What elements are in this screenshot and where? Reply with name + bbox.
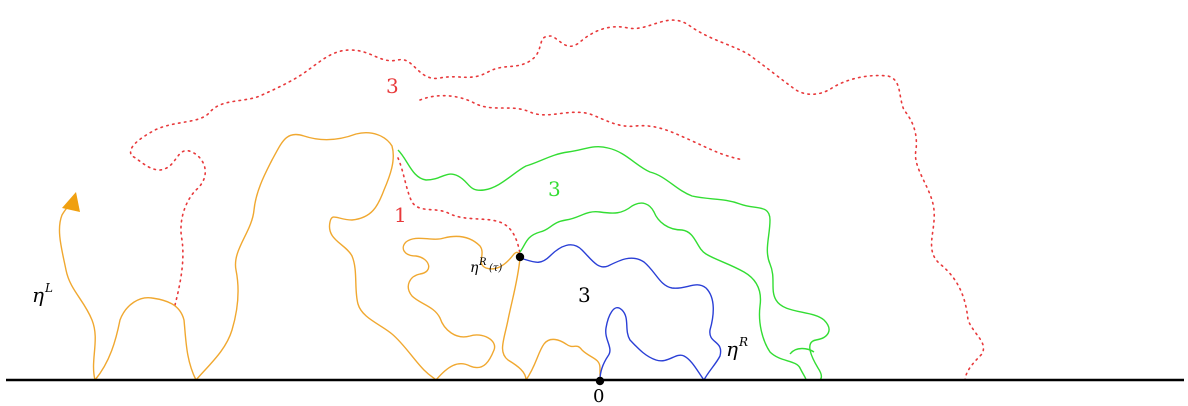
orange-curve-hill-2 [195, 132, 437, 381]
red-region-label-top: 3 [386, 74, 399, 98]
orange-curve-hill-4 [501, 257, 527, 381]
eta-R-label: η R [726, 335, 748, 361]
eta-L-superscript: L [44, 281, 53, 295]
red-dotted-inner-loop-2 [419, 94, 745, 161]
green-curve-outer [397, 145, 830, 381]
eta-tau-argument: (τ) [489, 263, 502, 274]
origin-point [595, 376, 605, 386]
orange-curve-hill-5 [525, 338, 601, 381]
eta-L-arrowhead [62, 192, 80, 212]
eta-L-label: η L [32, 281, 53, 307]
eta-tau-label: η R (τ) [470, 257, 502, 276]
red-region-label-mid: 1 [394, 203, 407, 227]
orange-curve-hill-3 [402, 235, 521, 381]
eta-tau-symbol: η [470, 260, 479, 276]
eta-tau-point [515, 252, 525, 262]
origin-label: 0 [593, 386, 604, 406]
red-dotted-curve [129, 19, 985, 381]
eta-tau-superscript: R [478, 257, 487, 268]
green-curve-inner [519, 202, 815, 381]
eta-R-symbol: η [726, 337, 738, 361]
red-dotted-inner-loop [397, 157, 521, 255]
orange-curve-eta-L [58, 199, 96, 381]
black-region-label: 3 [578, 283, 591, 307]
orange-curve-hill-1 [94, 297, 197, 381]
eta-L-symbol: η [32, 283, 44, 307]
blue-curve-eta-R [519, 244, 722, 381]
green-region-label: 3 [548, 177, 561, 201]
eta-R-superscript: R [738, 335, 748, 349]
